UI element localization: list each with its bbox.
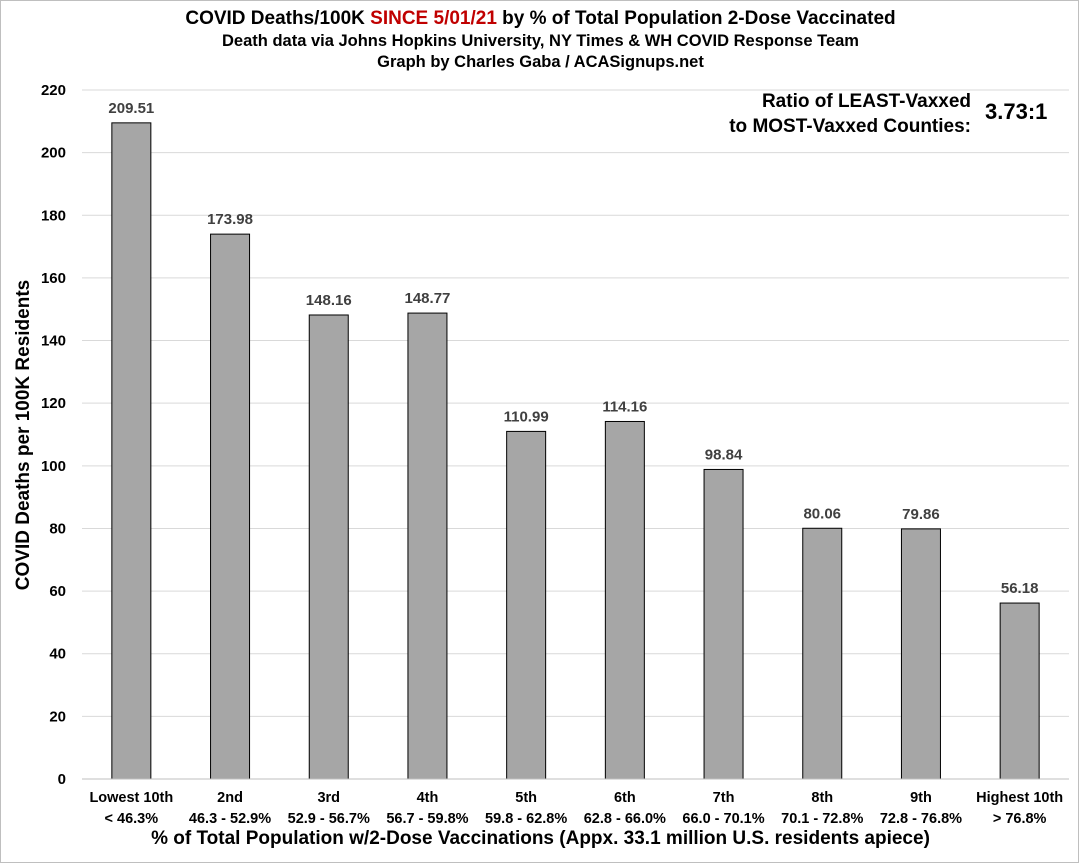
y-tick-label: 20: [49, 708, 66, 725]
x-tick-sublabel: 56.7 - 59.8%: [386, 811, 468, 827]
bar: [308, 314, 349, 780]
title-highlight: SINCE 5/01/21: [370, 8, 497, 29]
title-prefix: COVID Deaths/100K: [185, 8, 371, 29]
ratio-label-line1: Ratio of LEAST-Vaxxed: [761, 91, 971, 112]
y-tick-label: 180: [41, 207, 66, 224]
y-tick-label: 100: [41, 458, 66, 475]
x-tick-label: Lowest 10th: [89, 790, 173, 806]
data-label: 209.51: [108, 100, 154, 117]
bar: [604, 420, 645, 780]
data-label: 148.77: [405, 290, 451, 307]
x-tick-label: 8th: [811, 790, 833, 806]
x-tick-label: 4th: [417, 790, 439, 806]
data-label: 79.86: [902, 506, 940, 523]
x-axis-label: % of Total Population w/2-Dose Vaccinati…: [151, 828, 930, 849]
y-tick-label: 0: [58, 771, 66, 788]
x-tick-sublabel: 72.8 - 76.8%: [880, 811, 962, 827]
chart-subtitle-2: Graph by Charles Gaba / ACASignups.net: [377, 53, 704, 71]
x-tick-sublabel: 59.8 - 62.8%: [485, 811, 567, 827]
x-tick-label: 9th: [910, 790, 932, 806]
ratio-annotation: Ratio of LEAST-Vaxxed to MOST-Vaxxed Cou…: [551, 89, 971, 139]
x-tick-sublabel: > 76.8%: [993, 811, 1047, 827]
y-tick-label: 220: [41, 82, 66, 99]
x-tick-sublabel: 70.1 - 72.8%: [781, 811, 863, 827]
x-tick-label: Highest 10th: [976, 790, 1063, 806]
data-label: 110.99: [504, 408, 549, 425]
chart-title: COVID Deaths/100K SINCE 5/01/21 by % of …: [0, 8, 1081, 30]
bar: [407, 312, 448, 780]
x-tick-label: 3rd: [317, 790, 340, 806]
x-tick-sublabel: 52.9 - 56.7%: [288, 811, 370, 827]
bar: [111, 122, 152, 780]
y-axis-ticks: 0 20 40 60 80 100 120 140 160 180 200 220: [41, 82, 66, 788]
y-tick-label: 200: [41, 145, 66, 162]
title-suffix: by % of Total Population 2-Dose Vaccinat…: [496, 8, 896, 29]
bar: [900, 528, 941, 780]
bar: [210, 233, 251, 780]
data-labels: 209.51 173.98 148.16 148.77 110.99 114.16 98.8…: [108, 100, 1038, 597]
data-label: 80.06: [803, 505, 841, 522]
y-tick-label: 40: [49, 646, 66, 663]
y-tick-label: 60: [49, 583, 66, 600]
ratio-value: 3.73:1: [985, 99, 1048, 124]
bar: [703, 468, 744, 780]
ratio-label-line2: to MOST-Vaxxed Counties:: [729, 116, 971, 137]
y-tick-label: 140: [41, 333, 66, 350]
data-label: 98.84: [705, 446, 743, 463]
x-axis-categories: Lowest 10th < 46.3% 2nd 46.3 - 52.9% 3rd 52.9…: [89, 790, 1063, 827]
bar: [999, 602, 1040, 780]
y-tick-label: 120: [41, 395, 66, 412]
y-tick-label: 80: [49, 520, 66, 537]
x-tick-sublabel: 46.3 - 52.9%: [189, 811, 271, 827]
x-tick-label: 7th: [713, 790, 735, 806]
x-tick-sublabel: < 46.3%: [105, 811, 159, 827]
data-label: 56.18: [1001, 580, 1039, 597]
x-tick-sublabel: 66.0 - 70.1%: [682, 811, 764, 827]
x-tick-label: 6th: [614, 790, 636, 806]
data-label: 173.98: [207, 211, 253, 228]
x-tick-label: 5th: [515, 790, 537, 806]
data-label: 114.16: [602, 398, 647, 415]
bar: [802, 527, 843, 780]
x-tick-label: 2nd: [217, 790, 243, 806]
chart-subtitle-1: Death data via Johns Hopkins University,…: [222, 32, 859, 50]
y-tick-label: 160: [41, 270, 66, 287]
bars: [111, 122, 1040, 780]
bar: [506, 430, 547, 780]
x-tick-sublabel: 62.8 - 66.0%: [584, 811, 666, 827]
data-label: 148.16: [306, 292, 352, 309]
